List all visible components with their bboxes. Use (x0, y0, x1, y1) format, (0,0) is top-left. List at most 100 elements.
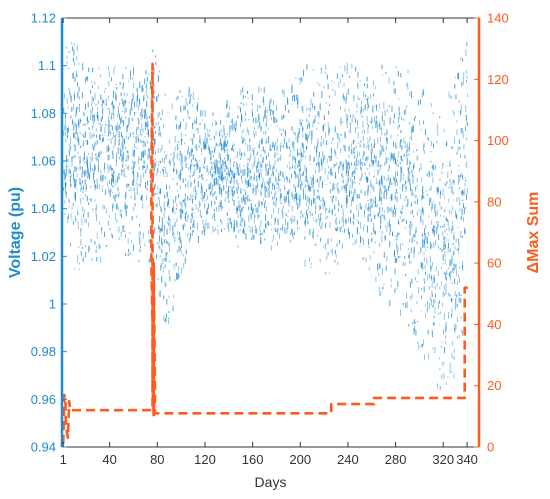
voltage-point (432, 225, 434, 231)
voltage-point (329, 207, 331, 213)
voltage-point (405, 186, 407, 190)
voltage-point (312, 121, 314, 128)
voltage-point (288, 196, 290, 202)
voltage-point (311, 103, 313, 107)
voltage-point (374, 86, 376, 90)
voltage-point (82, 140, 84, 147)
voltage-point (332, 137, 334, 141)
voltage-point (102, 139, 104, 143)
voltage-point (388, 105, 390, 107)
voltage-point (374, 154, 375, 159)
voltage-point (92, 121, 94, 125)
voltage-point (458, 72, 459, 80)
voltage-point (253, 162, 255, 166)
voltage-point (172, 157, 174, 161)
voltage-point (304, 155, 306, 159)
voltage-point (154, 193, 156, 197)
voltage-point (229, 180, 231, 184)
voltage-point (234, 225, 235, 232)
voltage-point (269, 190, 271, 197)
voltage-point (287, 215, 289, 217)
voltage-point (246, 180, 248, 185)
voltage-point (330, 238, 332, 242)
voltage-point (411, 91, 412, 99)
voltage-point (330, 147, 332, 155)
voltage-point (388, 165, 390, 169)
voltage-point (192, 154, 194, 161)
voltage-point (145, 90, 147, 97)
voltage-point (298, 206, 300, 208)
voltage-point (208, 222, 210, 229)
voltage-point (83, 123, 85, 126)
voltage-point (440, 190, 441, 195)
voltage-point (460, 104, 462, 112)
voltage-point (162, 218, 164, 225)
voltage-point (433, 299, 435, 306)
voltage-point (296, 219, 298, 225)
voltage-point (143, 109, 145, 114)
voltage-point (362, 129, 364, 132)
voltage-point (320, 237, 322, 242)
voltage-point (126, 155, 128, 162)
voltage-point (91, 96, 93, 104)
voltage-point (140, 231, 142, 236)
voltage-point (220, 138, 222, 146)
voltage-point (245, 180, 247, 183)
voltage-point (84, 131, 86, 138)
voltage-point (394, 256, 396, 263)
voltage-point (258, 200, 260, 206)
voltage-point (420, 163, 422, 170)
voltage-point (441, 249, 443, 253)
voltage-point (74, 61, 75, 67)
voltage-point (443, 284, 445, 291)
voltage-point (289, 153, 291, 158)
voltage-point (295, 197, 297, 199)
voltage-point (117, 147, 119, 154)
voltage-point (434, 307, 436, 314)
voltage-point (174, 199, 176, 203)
voltage-point (295, 77, 297, 80)
voltage-point (444, 236, 446, 242)
voltage-point (147, 153, 149, 161)
voltage-point (390, 278, 392, 283)
voltage-point (439, 357, 440, 360)
voltage-point (367, 184, 369, 192)
voltage-point (272, 109, 274, 117)
voltage-point (443, 241, 445, 247)
voltage-point (318, 111, 320, 118)
voltage-point (372, 105, 374, 113)
voltage-point (237, 167, 239, 170)
voltage-point (157, 148, 159, 154)
voltage-point (340, 180, 342, 182)
voltage-point (158, 196, 160, 200)
voltage-point (349, 122, 351, 125)
voltage-point (163, 315, 165, 322)
voltage-point (222, 159, 224, 162)
voltage-point (201, 153, 203, 156)
voltage-point (203, 138, 205, 144)
voltage-point (320, 199, 322, 202)
voltage-point (132, 160, 134, 164)
voltage-point (233, 180, 235, 185)
voltage-point (406, 292, 407, 299)
voltage-point (381, 235, 383, 243)
voltage-point (295, 200, 297, 205)
voltage-point (438, 189, 440, 192)
voltage-point (161, 209, 163, 214)
voltage-point (126, 205, 128, 209)
voltage-point (369, 121, 371, 123)
voltage-point (416, 198, 418, 205)
voltage-point (121, 210, 123, 213)
voltage-point (275, 200, 277, 207)
voltage-point (142, 165, 144, 170)
voltage-point (320, 213, 322, 216)
voltage-point (112, 150, 113, 154)
voltage-point (107, 171, 109, 174)
voltage-point (74, 267, 75, 270)
voltage-point (334, 259, 336, 263)
voltage-point (424, 312, 426, 318)
voltage-point (433, 301, 435, 303)
voltage-point (374, 230, 376, 234)
voltage-point (90, 90, 92, 94)
voltage-point (431, 330, 433, 338)
